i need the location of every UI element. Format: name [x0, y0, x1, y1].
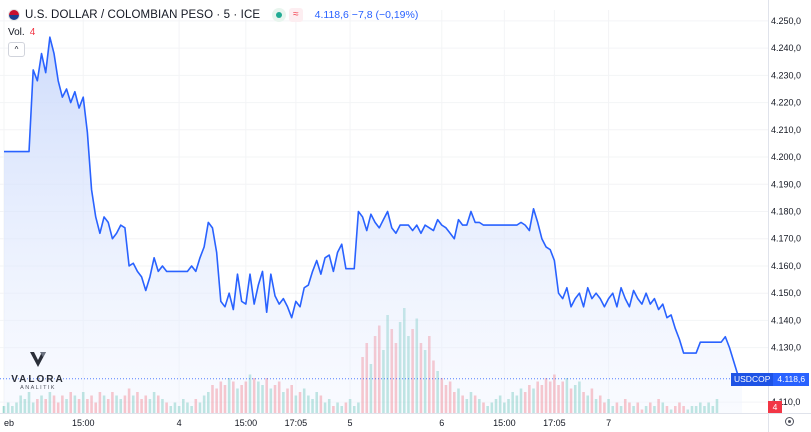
- x-tick-label-1: 15:00: [72, 418, 95, 428]
- time-axis[interactable]: eb 15:00 4 15:00 17:05 5 6 15:00 17:05 7: [4, 418, 611, 428]
- last-price-symbol: USDCOP: [731, 373, 774, 386]
- price-area: [0, 36, 768, 413]
- valora-logo-mark-icon: [30, 352, 46, 367]
- x-tick-label-0: eb: [4, 418, 14, 428]
- price-area-fill: [4, 37, 742, 413]
- price-axis[interactable]: 4.250,0 4.240,0 4.230,0 4.220,0 4.210,0 4.200…: [771, 16, 801, 407]
- y-tick-label-11: 4.140,0: [771, 315, 801, 325]
- price-line: [4, 36, 743, 380]
- last-price-value: 4.118,6: [777, 374, 806, 384]
- y-tick-label-8: 4.170,0: [771, 234, 801, 244]
- y-tick-label-6: 4.190,0: [771, 179, 801, 189]
- volume-label: Vol.: [8, 27, 25, 38]
- x-tick-label-3: 15:00: [235, 418, 258, 428]
- y-tick-label-5: 4.200,0: [771, 152, 801, 162]
- approx-icon[interactable]: ≈: [289, 8, 303, 22]
- y-tick-label-7: 4.180,0: [771, 207, 801, 217]
- chart-legend-header: U.S. DOLLAR / COLOMBIAN PESO · 5 · ICE ≈…: [8, 6, 418, 24]
- x-tick-label-7: 15:00: [493, 418, 516, 428]
- price-change: 4.118,6 −7,8 (−0,19%): [314, 9, 419, 21]
- settings-icon[interactable]: [785, 417, 794, 426]
- last-price-label: USDCOP 4.118,6: [731, 373, 810, 386]
- market-status-icon[interactable]: [272, 8, 287, 22]
- volume-legend: Vol. 4: [8, 27, 35, 38]
- currency-flag-icon: [8, 9, 20, 21]
- symbol-title[interactable]: U.S. DOLLAR / COLOMBIAN PESO · 5 · ICE: [25, 9, 261, 21]
- x-tick-label-8: 17:05: [543, 418, 566, 428]
- volume-axis-badge: 4: [768, 401, 782, 413]
- x-tick-label-6: 6: [439, 418, 444, 428]
- logo-name: VALORA: [11, 374, 65, 385]
- volume-value: 4: [29, 27, 36, 38]
- y-tick-label-1: 4.240,0: [771, 43, 801, 53]
- collapse-legend-button[interactable]: ^: [8, 42, 25, 57]
- y-tick-label-12: 4.130,0: [771, 343, 801, 353]
- logo-subtitle: ANALITIK: [20, 385, 56, 391]
- y-tick-label-2: 4.230,0: [771, 70, 801, 80]
- x-tick-label-5: 5: [348, 418, 353, 428]
- y-tick-label-13: 4.110,0: [771, 397, 800, 407]
- y-tick-label-0: 4.250,0: [771, 16, 801, 26]
- x-tick-label-4: 17:05: [285, 418, 308, 428]
- y-tick-label-10: 4.150,0: [771, 288, 801, 298]
- valora-logo: VALORA ANALITIK: [10, 350, 66, 391]
- y-tick-label-3: 4.220,0: [771, 98, 801, 108]
- y-tick-label-9: 4.160,0: [771, 261, 801, 271]
- y-tick-label-4: 4.210,0: [771, 125, 801, 135]
- x-tick-label-2: 4: [177, 418, 182, 428]
- x-tick-label-9: 7: [606, 418, 611, 428]
